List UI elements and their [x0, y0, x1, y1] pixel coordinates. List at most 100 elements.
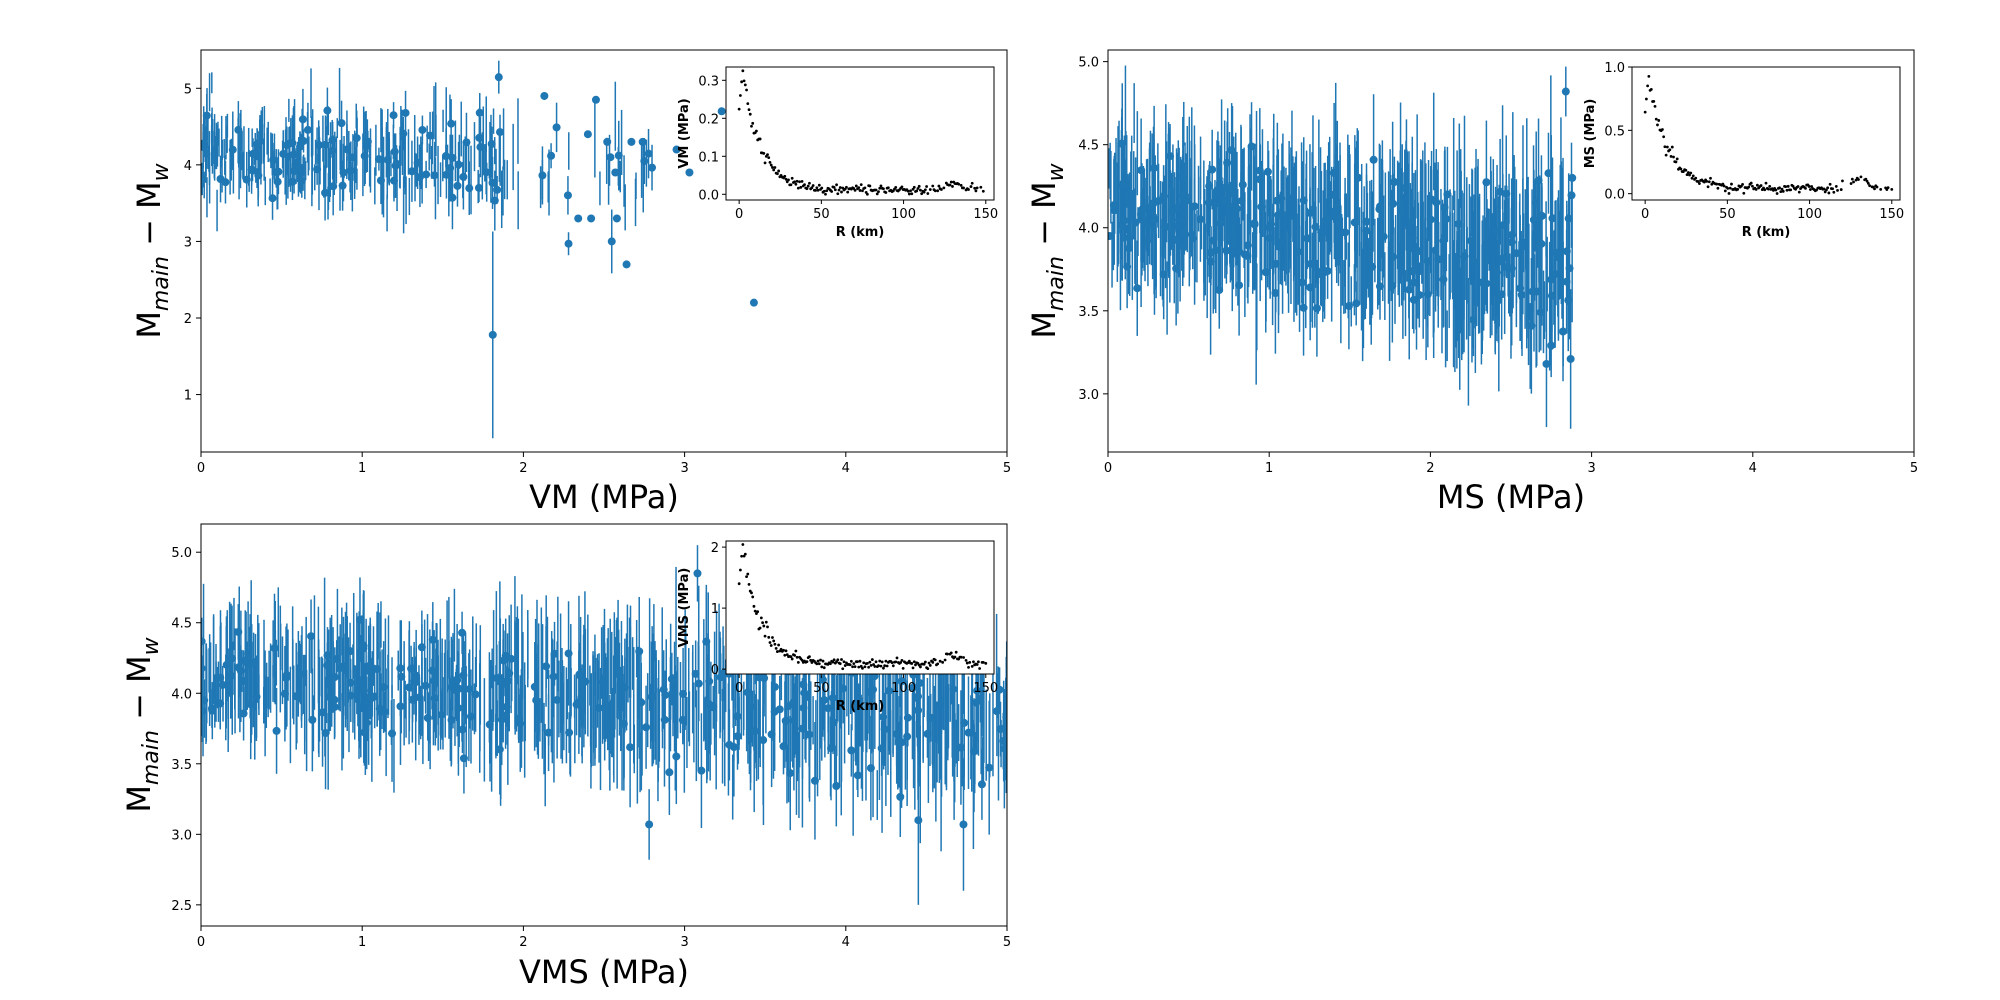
data-point [1212, 186, 1221, 195]
data-point [1379, 232, 1388, 241]
data-point [1205, 198, 1214, 207]
data-point [1547, 275, 1556, 284]
data-point [1536, 308, 1545, 317]
data-point [442, 170, 451, 179]
data-point [587, 214, 596, 223]
data-point [614, 151, 623, 160]
data-point [1362, 226, 1371, 235]
data-point [1534, 176, 1543, 185]
data-point [390, 147, 399, 156]
x-tick-label: 1 [1265, 461, 1273, 476]
y-axis-label: Mmain − Mw [120, 636, 164, 812]
y-tick-label: 4.5 [171, 617, 192, 632]
data-point [321, 188, 330, 197]
data-point [234, 125, 243, 134]
inset-y-tick-label: 0 [711, 663, 719, 678]
data-point [1329, 190, 1338, 199]
inset-point [777, 169, 781, 173]
data-point [1559, 327, 1568, 336]
data-point [660, 715, 669, 724]
data-point [1388, 281, 1397, 290]
data-point [1237, 196, 1246, 205]
data-point [466, 712, 475, 721]
data-point [1166, 152, 1175, 161]
y-tick-label: 5.0 [1078, 56, 1099, 71]
inset-point [1646, 84, 1650, 88]
inset-point [1859, 175, 1863, 179]
inset-point [741, 543, 745, 546]
inset-point [790, 657, 794, 661]
data-point [1566, 354, 1575, 363]
data-point [1172, 235, 1181, 244]
data-point [1517, 290, 1526, 299]
inset-y-tick-label: 0.1 [698, 150, 719, 165]
data-point [355, 615, 364, 624]
data-point [359, 641, 368, 650]
data-point [270, 644, 279, 653]
data-point [678, 716, 687, 725]
data-point [328, 136, 337, 145]
inset-point [822, 189, 826, 193]
data-point [1502, 189, 1511, 198]
inset-point [1785, 188, 1789, 192]
inset-point [1751, 184, 1754, 188]
inset-point [837, 188, 841, 192]
inset-point [1715, 182, 1719, 186]
inset-point [900, 658, 904, 662]
inset-point [1857, 178, 1860, 181]
data-point [412, 671, 421, 680]
data-point [547, 151, 556, 160]
data-point [375, 704, 384, 713]
y-tick-label: 4 [184, 159, 192, 174]
inset-point [928, 188, 932, 191]
inset-point [790, 176, 794, 180]
inset-x-axis-label: R (km) [1742, 225, 1791, 240]
data-point [1179, 243, 1188, 252]
data-point [1196, 215, 1205, 224]
data-point [1568, 173, 1577, 182]
data-point [1229, 238, 1238, 247]
data-point [430, 694, 439, 703]
data-point [376, 176, 385, 185]
inset-point [1865, 179, 1869, 183]
data-point [242, 658, 251, 667]
data-point [909, 683, 918, 692]
inset-point [815, 662, 819, 666]
data-point [565, 728, 574, 737]
inset-point [1796, 185, 1800, 188]
inset-point [843, 664, 847, 667]
data-point [249, 149, 258, 158]
inset-point [1831, 187, 1834, 191]
inset-point [838, 186, 842, 189]
inset-point [762, 624, 766, 628]
x-tick-label: 4 [842, 461, 850, 476]
data-point [1173, 222, 1182, 231]
inset-point [854, 184, 858, 188]
data-point [272, 168, 281, 177]
data-point [1182, 196, 1191, 205]
data-point [296, 670, 305, 679]
inset-point [873, 665, 877, 668]
inset-point [750, 591, 753, 595]
data-point [1507, 230, 1516, 239]
inset-point [758, 626, 762, 630]
data-point [383, 155, 392, 164]
inset-point [832, 658, 836, 662]
data-point [1174, 216, 1183, 225]
inset-x-tick-label: 50 [1719, 207, 1736, 222]
inset-point [910, 662, 914, 665]
inset-point [978, 667, 982, 670]
x-tick-label: 0 [197, 461, 205, 476]
inset-point [856, 660, 859, 664]
inset-point [857, 186, 861, 190]
data-point [1492, 268, 1501, 277]
data-point [313, 165, 322, 174]
inset-point [965, 661, 969, 665]
data-point [877, 744, 886, 753]
inset-point [911, 666, 915, 670]
inset-point [910, 192, 914, 196]
y-tick-label: 3.0 [171, 828, 192, 843]
data-point [591, 95, 600, 104]
inset-point [743, 83, 747, 87]
data-point [1226, 227, 1235, 236]
